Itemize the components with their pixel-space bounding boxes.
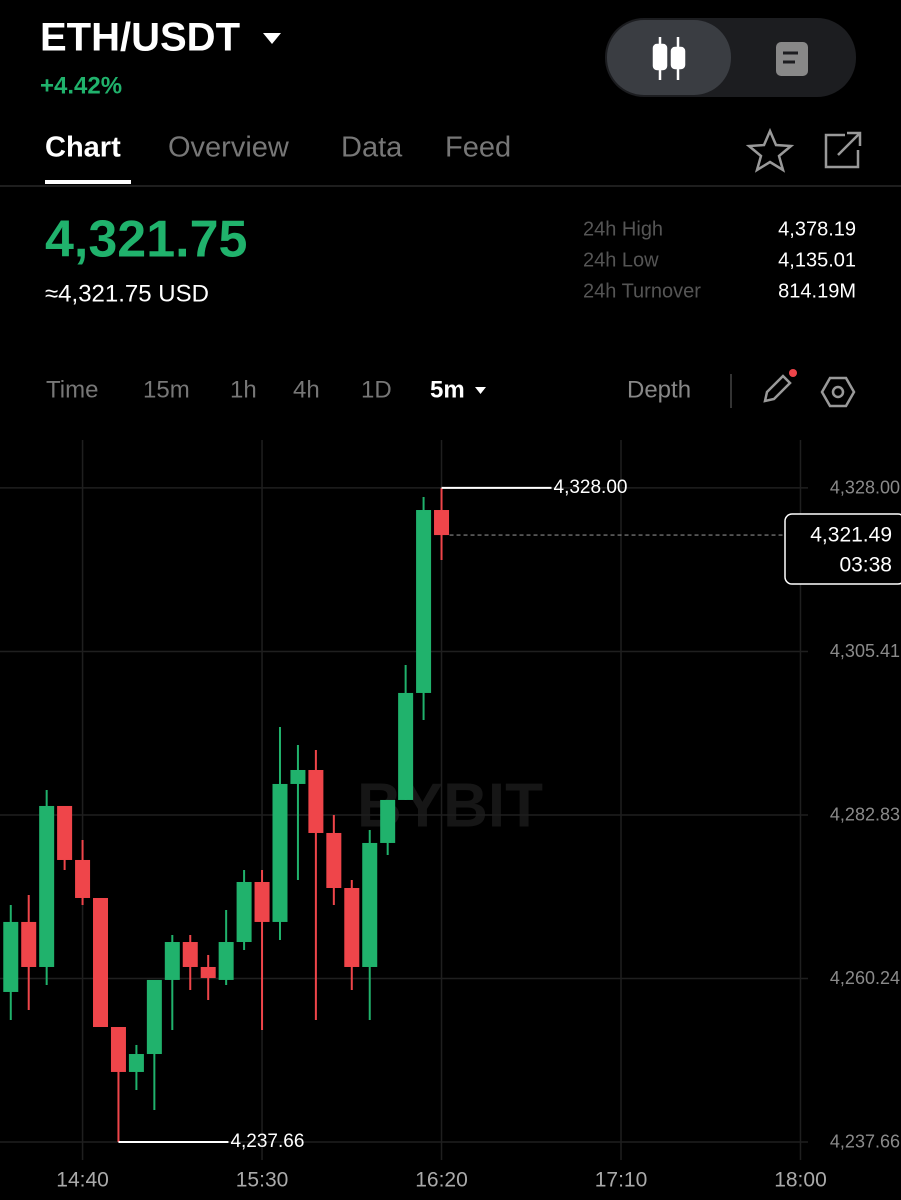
interval[interactable]: 1D bbox=[361, 376, 392, 403]
extreme-label: 4,237.66 bbox=[230, 1131, 304, 1152]
interval[interactable]: 4h bbox=[293, 376, 320, 403]
candle-body bbox=[39, 805, 55, 967]
stat-value: 4,378.19 bbox=[778, 218, 856, 240]
pair[interactable]: ETH/USDT bbox=[40, 16, 240, 60]
candle-body bbox=[200, 966, 216, 978]
candle-body bbox=[128, 1054, 144, 1072]
candle-body bbox=[380, 799, 396, 843]
draw-icon[interactable] bbox=[763, 369, 797, 403]
tab-underline bbox=[45, 180, 131, 184]
extreme-label: 4,328.00 bbox=[554, 477, 628, 498]
toggle-info[interactable] bbox=[776, 42, 808, 76]
candle-body bbox=[236, 881, 252, 943]
y-tick-label: 4,305.41 bbox=[830, 641, 900, 661]
tab[interactable]: Chart bbox=[45, 132, 121, 164]
change: +4.42% bbox=[40, 72, 122, 99]
x-tick-label: 16:20 bbox=[415, 1169, 468, 1192]
candle-body bbox=[75, 859, 91, 898]
candle-body bbox=[326, 832, 342, 888]
interval: Time bbox=[46, 376, 98, 403]
candle-body bbox=[398, 692, 414, 800]
interval[interactable]: 1h bbox=[230, 376, 257, 403]
last-price: 4,321.75 bbox=[45, 211, 247, 269]
candle-body bbox=[3, 921, 19, 992]
interval-dropdown[interactable] bbox=[475, 387, 486, 394]
favorite-icon[interactable] bbox=[745, 127, 795, 173]
settings-icon[interactable] bbox=[820, 376, 856, 408]
y-tick-label: 4,260.24 bbox=[830, 968, 900, 988]
x-tick-label: 18:00 bbox=[774, 1169, 827, 1192]
x-tick-label: 15:30 bbox=[236, 1169, 289, 1192]
tab[interactable]: Feed bbox=[445, 132, 511, 164]
pair-dropdown[interactable] bbox=[263, 33, 281, 44]
candle-body bbox=[344, 888, 360, 967]
y-tick-label: 4,328.00 bbox=[830, 478, 900, 498]
last-price-label: 4,321.49 bbox=[810, 524, 892, 547]
usd-price: ≈4,321.75 USD bbox=[45, 280, 209, 307]
x-tick-label: 14:40 bbox=[56, 1169, 109, 1192]
tab[interactable]: Overview bbox=[168, 132, 290, 164]
share-icon[interactable] bbox=[824, 131, 862, 169]
candle-body bbox=[182, 942, 198, 967]
candle-body bbox=[308, 769, 324, 833]
candle-body bbox=[362, 842, 378, 967]
stat-label: 24h High bbox=[583, 218, 663, 240]
candle-body bbox=[164, 942, 180, 980]
candle-body bbox=[416, 510, 432, 693]
candle-body bbox=[110, 1027, 126, 1072]
stat-label: 24h Turnover bbox=[583, 280, 701, 302]
interval[interactable]: 5m bbox=[430, 376, 465, 403]
last-price-box[interactable] bbox=[784, 513, 901, 585]
candle-body bbox=[57, 805, 73, 860]
x-tick-label: 17:10 bbox=[595, 1169, 648, 1192]
candle-body bbox=[272, 783, 288, 922]
candle-body bbox=[21, 921, 37, 967]
candle-body bbox=[434, 510, 450, 536]
candle-body bbox=[146, 979, 162, 1055]
candle-icon bbox=[652, 37, 686, 80]
depth-tab[interactable]: Depth bbox=[627, 376, 691, 403]
toggle-chart[interactable] bbox=[607, 20, 731, 95]
candle-body bbox=[93, 897, 109, 1028]
stat-label: 24h Low bbox=[583, 249, 659, 271]
candle-body bbox=[290, 769, 306, 784]
candle-body bbox=[254, 881, 270, 922]
stat-value: 814.19M bbox=[778, 280, 856, 302]
countdown: 03:38 bbox=[839, 554, 892, 577]
y-tick-label: 4,237.66 bbox=[830, 1132, 900, 1152]
stat-value: 4,135.01 bbox=[778, 249, 856, 271]
interval[interactable]: 15m bbox=[143, 376, 190, 403]
candle-body bbox=[218, 942, 234, 980]
tab[interactable]: Data bbox=[341, 132, 403, 164]
y-tick-label: 4,282.83 bbox=[830, 805, 900, 825]
chart: BYBIT4,237.664,260.244,282.834,305.414,3… bbox=[0, 440, 901, 1192]
